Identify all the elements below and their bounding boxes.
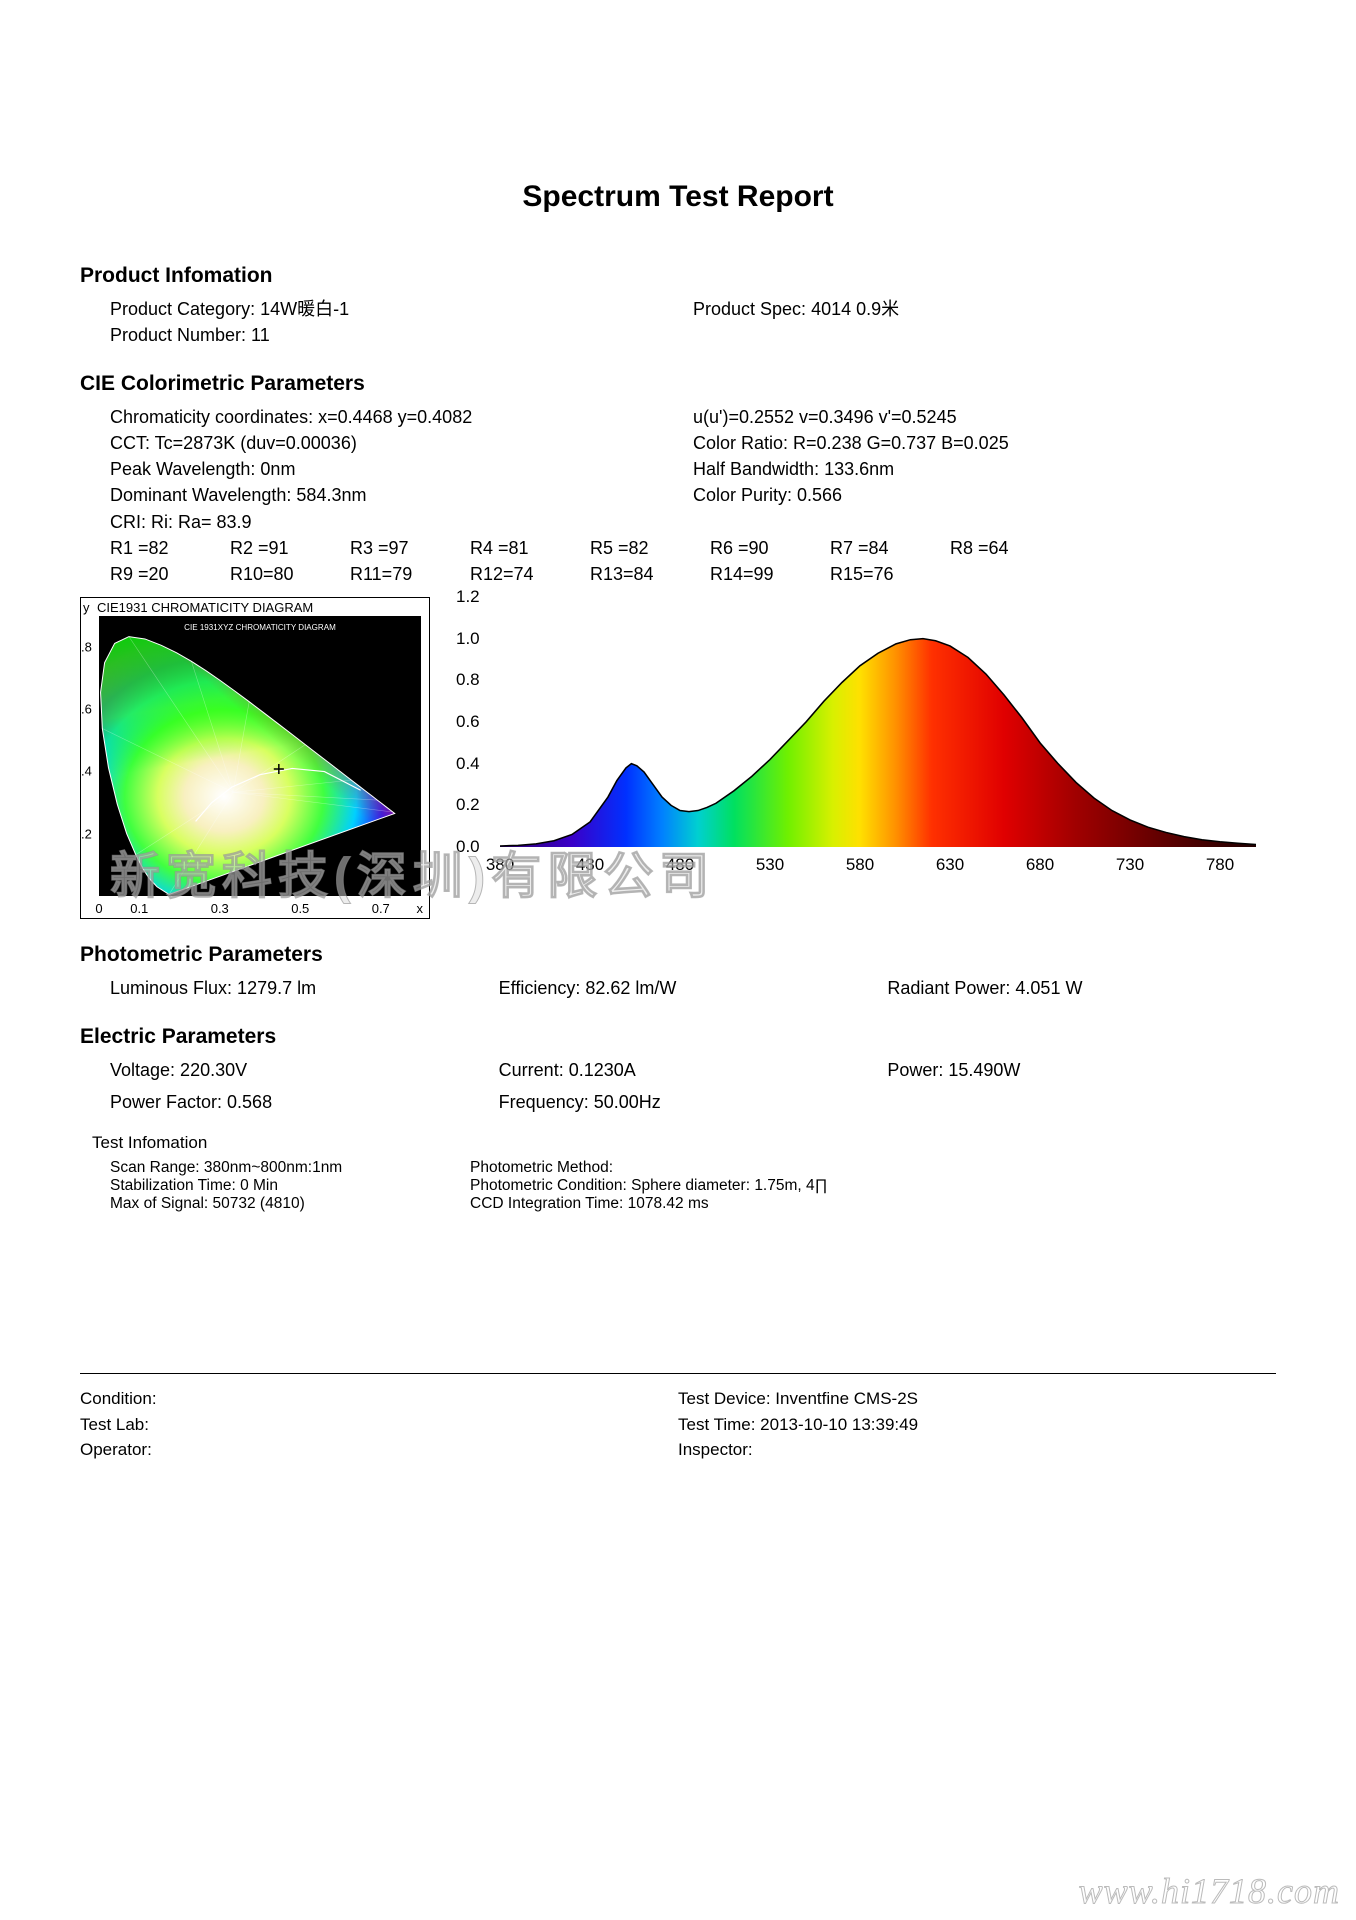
spectrum-xtick: 780 — [1206, 855, 1234, 875]
footer-op: Operator: — [80, 1437, 678, 1463]
cri-value: R7 =84 — [830, 535, 950, 561]
elec-pf: Power Factor: 0.568 — [110, 1089, 499, 1115]
cri-value: R8 =64 — [950, 535, 1070, 561]
cie-xtick: 0.5 — [291, 901, 309, 916]
cri-value: R4 =81 — [470, 535, 590, 561]
test-stab: Stabilization Time: 0 Min — [110, 1177, 440, 1195]
cie-diagram: y CIE1931 CHROMATICITY DIAGRAM x CIE 193… — [80, 597, 430, 919]
cri-value: R12=74 — [470, 561, 590, 587]
test-method: Photometric Method: — [470, 1159, 1276, 1177]
elec-i: Current: 0.1230A — [499, 1057, 888, 1083]
cri-value: R3 =97 — [350, 535, 470, 561]
test-max: Max of Signal: 50732 (4810) — [110, 1195, 440, 1213]
spectrum-xtick: 480 — [666, 855, 694, 875]
cie-x-label: x — [417, 901, 424, 916]
spectrum-chart: 0.00.20.40.60.81.01.2 380430480530580630… — [450, 597, 1276, 847]
cri-value: R10=80 — [230, 561, 350, 587]
cri-value: R9 =20 — [110, 561, 230, 587]
spectrum-xtick: 730 — [1116, 855, 1144, 875]
cie-chroma: Chromaticity coordinates: x=0.4468 y=0.4… — [110, 404, 693, 430]
cie-ytick: .2 — [81, 826, 92, 841]
cri-value — [950, 561, 1070, 587]
cri-row-1: R1 =82R2 =91R3 =97R4 =81R5 =82R6 =90R7 =… — [110, 535, 1276, 561]
cri-value: R13=84 — [590, 561, 710, 587]
cie-uv: u(u')=0.2552 v=0.3496 v'=0.5245 — [693, 404, 1276, 430]
product-number: Product Number: 11 — [110, 322, 693, 348]
test-cond: Photometric Condition: Sphere diameter: … — [470, 1177, 1276, 1195]
footer-dev: Test Device: Inventfine CMS-2S — [678, 1386, 1276, 1412]
cie-ytick: .4 — [81, 764, 92, 779]
elec-p: Power: 15.490W — [887, 1057, 1276, 1083]
test-ccd: CCD Integration Time: 1078.42 ms — [470, 1195, 1276, 1213]
cie-cct: CCT: Tc=2873K (duv=0.00036) — [110, 430, 693, 456]
cie-half: Half Bandwidth: 133.6nm — [693, 456, 1276, 482]
cri-value: R2 =91 — [230, 535, 350, 561]
cri-value: R6 =90 — [710, 535, 830, 561]
cie-y-label: y — [83, 600, 90, 615]
section-cie: CIE Colorimetric Parameters — [80, 372, 1276, 396]
footer-insp: Inspector: — [678, 1437, 1276, 1463]
test-scan: Scan Range: 380nm~800nm:1nm — [110, 1159, 440, 1177]
spectrum-ytick: 0.4 — [456, 754, 480, 774]
cie-xtick: 0 — [95, 901, 102, 916]
product-spec: Product Spec: 4014 0.9米 — [693, 296, 1276, 322]
footer-lab: Test Lab: — [80, 1412, 678, 1438]
section-photo: Photometric Parameters — [80, 943, 1276, 967]
spectrum-xtick: 630 — [936, 855, 964, 875]
spectrum-ytick: 1.2 — [456, 587, 480, 607]
cri-value: R14=99 — [710, 561, 830, 587]
spectrum-ytick: 1.0 — [456, 629, 480, 649]
photo-eff: Efficiency: 82.62 lm/W — [499, 975, 888, 1001]
cri-value: R11=79 — [350, 561, 470, 587]
cie-xtick: 0.1 — [130, 901, 148, 916]
cie-xtick: 0.7 — [372, 901, 390, 916]
cie-purity: Color Purity: 0.566 — [693, 482, 1276, 508]
spectrum-xtick: 680 — [1026, 855, 1054, 875]
report-title: Spectrum Test Report — [80, 180, 1276, 214]
cie-cri: CRI: Ri: Ra= 83.9 — [110, 509, 1276, 535]
footer-cond: Condition: — [80, 1386, 678, 1412]
section-product: Product Infomation — [80, 264, 1276, 288]
cri-value: R1 =82 — [110, 535, 230, 561]
spectrum-ytick: 0.0 — [456, 837, 480, 857]
footer-divider — [80, 1373, 1276, 1374]
cri-value: R5 =82 — [590, 535, 710, 561]
cri-value: R15=76 — [830, 561, 950, 587]
cie-xtick: 0.3 — [211, 901, 229, 916]
cie-dom: Dominant Wavelength: 584.3nm — [110, 482, 693, 508]
cie-ytick: .8 — [81, 639, 92, 654]
spectrum-xtick: 580 — [846, 855, 874, 875]
spectrum-ytick: 0.6 — [456, 712, 480, 732]
section-test: Test Infomation — [80, 1133, 1276, 1153]
section-elec: Electric Parameters — [80, 1025, 1276, 1049]
elec-f: Frequency: 50.00Hz — [499, 1089, 888, 1115]
cie-peak: Peak Wavelength: 0nm — [110, 456, 693, 482]
spectrum-xtick: 380 — [486, 855, 514, 875]
cie-ytick: .6 — [81, 702, 92, 717]
spectrum-xtick: 430 — [576, 855, 604, 875]
footer-time: Test Time: 2013-10-10 13:39:49 — [678, 1412, 1276, 1438]
svg-text:CIE 1931XYZ CHROMATICITY DIAGR: CIE 1931XYZ CHROMATICITY DIAGRAM — [184, 623, 336, 632]
cie-diagram-title: CIE1931 CHROMATICITY DIAGRAM — [95, 600, 315, 615]
cri-row-2: R9 =20R10=80R11=79R12=74R13=84R14=99R15=… — [110, 561, 1276, 587]
spectrum-xtick: 530 — [756, 855, 784, 875]
elec-v: Voltage: 220.30V — [110, 1057, 499, 1083]
watermark: www.hi1718.com — [1079, 1870, 1340, 1912]
photo-rad: Radiant Power: 4.051 W — [887, 975, 1276, 1001]
photo-flux: Luminous Flux: 1279.7 lm — [110, 975, 499, 1001]
cie-ratio: Color Ratio: R=0.238 G=0.737 B=0.025 — [693, 430, 1276, 456]
spectrum-ytick: 0.8 — [456, 670, 480, 690]
spectrum-ytick: 0.2 — [456, 795, 480, 815]
product-category: Product Category: 14W暖白-1 — [110, 296, 693, 322]
